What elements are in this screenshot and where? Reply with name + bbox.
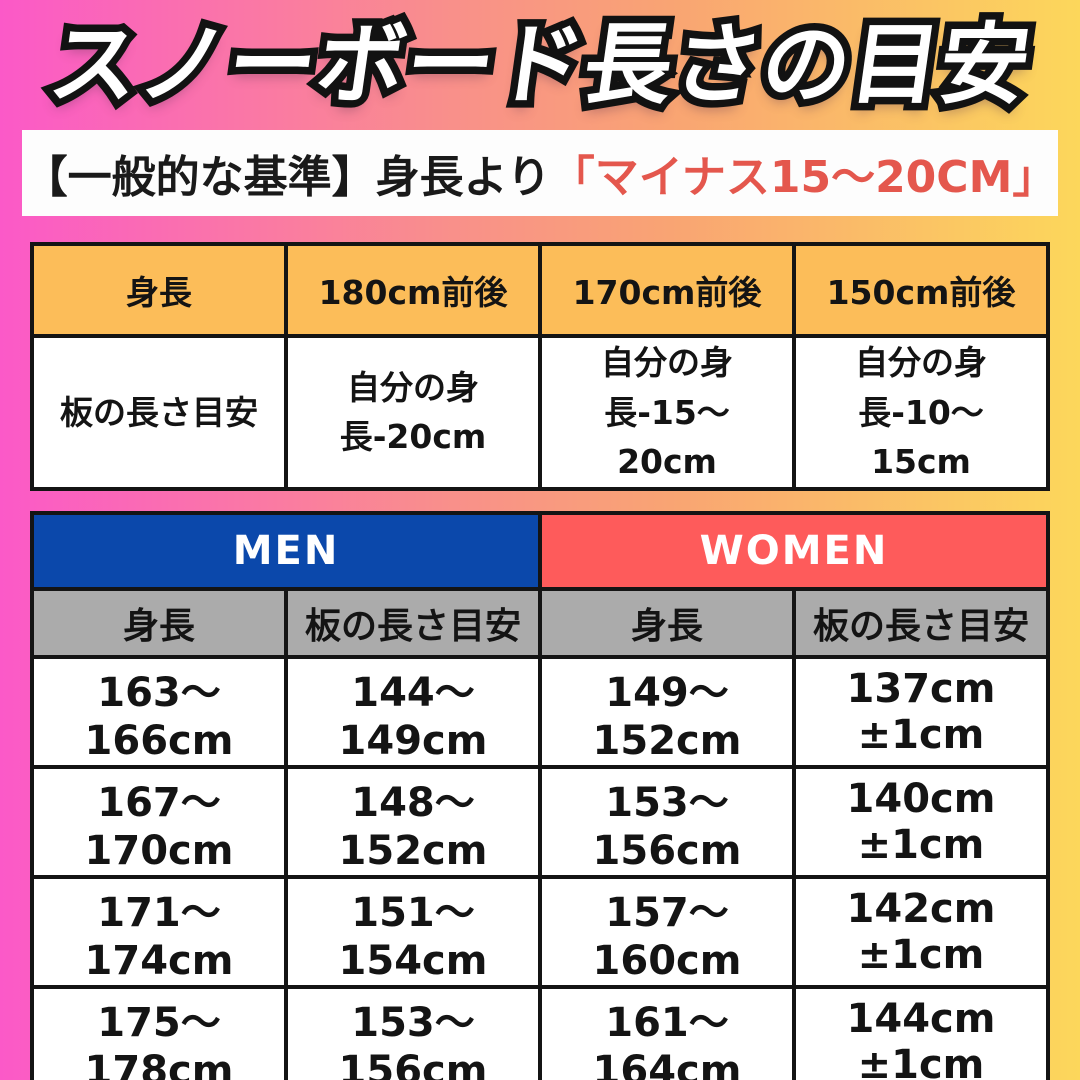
size-table-row: 163〜166cm 144〜149cm 149〜152cm 137cm ±1cm — [30, 654, 1050, 769]
table-header-cell: 板の長さ目安 — [792, 586, 1050, 659]
subtitle-banner: 【一般的な基準】身長より 「マイナス15〜20CM」 — [22, 130, 1058, 216]
table-header-cell: 150cm前後 — [792, 242, 1050, 338]
table-cell: 140cm ±1cm — [792, 764, 1050, 879]
table-cell: 171〜174cm — [30, 874, 288, 989]
men-group-header: MEN — [30, 510, 542, 591]
table-cell: 自分の身長-20cm — [284, 334, 542, 491]
page-title-text: スノーボード長さの目安 — [43, 10, 1037, 120]
table-header-cell: 身長 — [30, 242, 288, 338]
table-cell: 142cm ±1cm — [792, 874, 1050, 989]
table-cell: 163〜166cm — [30, 654, 288, 769]
table-header-cell: 170cm前後 — [538, 242, 796, 338]
table-cell: 自分の身長-10〜15cm — [792, 334, 1050, 491]
table-cell: 167〜170cm — [30, 764, 288, 879]
table-cell: 自分の身長-15〜20cm — [538, 334, 796, 491]
size-table-row: 171〜174cm 151〜154cm 157〜160cm 142cm ±1cm — [30, 874, 1050, 989]
table-cell: 157〜160cm — [538, 874, 796, 989]
table-header-cell: 身長 — [30, 586, 288, 659]
women-group-header: WOMEN — [538, 510, 1050, 591]
table-cell: 153〜156cm — [284, 984, 542, 1080]
size-table-row: 175〜178cm 153〜156cm 161〜164cm 144cm ±1cm — [30, 984, 1050, 1080]
row-label-cell: 板の長さ目安 — [30, 334, 288, 491]
general-standard-table: 身長 180cm前後 170cm前後 150cm前後 板の長さ目安 自分の身長-… — [30, 242, 1050, 491]
table-cell: 175〜178cm — [30, 984, 288, 1080]
table-header-cell: 180cm前後 — [284, 242, 542, 338]
table-cell: 137cm ±1cm — [792, 654, 1050, 769]
table-cell: 161〜164cm — [538, 984, 796, 1080]
table-cell: 151〜154cm — [284, 874, 542, 989]
page-title: スノーボード長さの目安 — [0, 10, 1080, 120]
table-cell: 149〜152cm — [538, 654, 796, 769]
size-table-row: 167〜170cm 148〜152cm 153〜156cm 140cm ±1cm — [30, 764, 1050, 879]
group-header-row: MEN WOMEN — [30, 510, 1050, 591]
table-cell: 148〜152cm — [284, 764, 542, 879]
column-header-row: 身長 板の長さ目安 身長 板の長さ目安 — [30, 586, 1050, 659]
table-header-cell: 板の長さ目安 — [284, 586, 542, 659]
general-table-row: 板の長さ目安 自分の身長-20cm 自分の身長-15〜20cm 自分の身長-10… — [30, 334, 1050, 491]
subtitle-text: 【一般的な基準】身長より — [23, 152, 551, 203]
men-women-size-table: MEN WOMEN 身長 板の長さ目安 身長 板の長さ目安 163〜166cm … — [30, 510, 1050, 1080]
general-table-header-row: 身長 180cm前後 170cm前後 150cm前後 — [30, 242, 1050, 338]
table-cell: 144cm ±1cm — [792, 984, 1050, 1080]
table-header-cell: 身長 — [538, 586, 796, 659]
table-cell: 144〜149cm — [284, 654, 542, 769]
subtitle-highlight: 「マイナス15〜20CM」 — [550, 152, 1057, 203]
table-cell: 153〜156cm — [538, 764, 796, 879]
